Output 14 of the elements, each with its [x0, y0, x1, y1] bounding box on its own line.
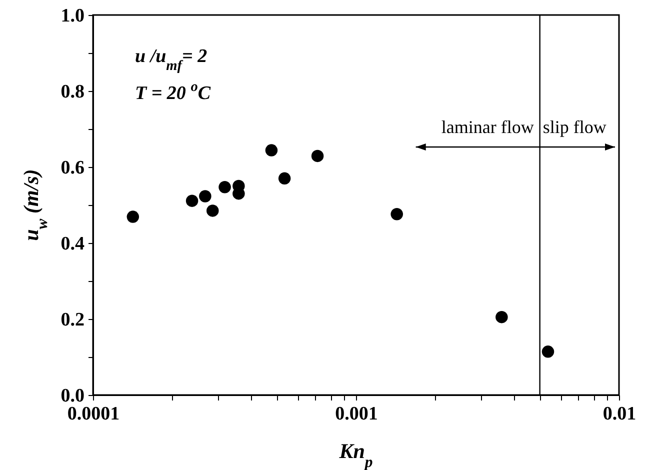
- x-axis-title: Kn$_{p}$: [338, 439, 373, 470]
- x-tick-label: 0.01: [602, 404, 636, 424]
- x-tick-label: 0.0001: [67, 404, 120, 424]
- annotation: slip flow: [542, 117, 606, 137]
- annotation: laminar flow: [441, 117, 534, 137]
- y-tick-label: 0.0: [60, 386, 84, 406]
- annotation: u /u$_{mf}$= 2: [135, 46, 208, 74]
- y-tick-label: 0.6: [60, 158, 84, 178]
- y-tick-label: 0.8: [60, 82, 84, 102]
- y-tick-label: 0.2: [60, 310, 84, 330]
- y-tick-label: 1.0: [60, 6, 84, 26]
- annotation: T = 20 $^{o}$C: [135, 79, 211, 104]
- x-tick-label: 0.001: [335, 404, 378, 424]
- y-tick-label: 0.4: [60, 234, 85, 254]
